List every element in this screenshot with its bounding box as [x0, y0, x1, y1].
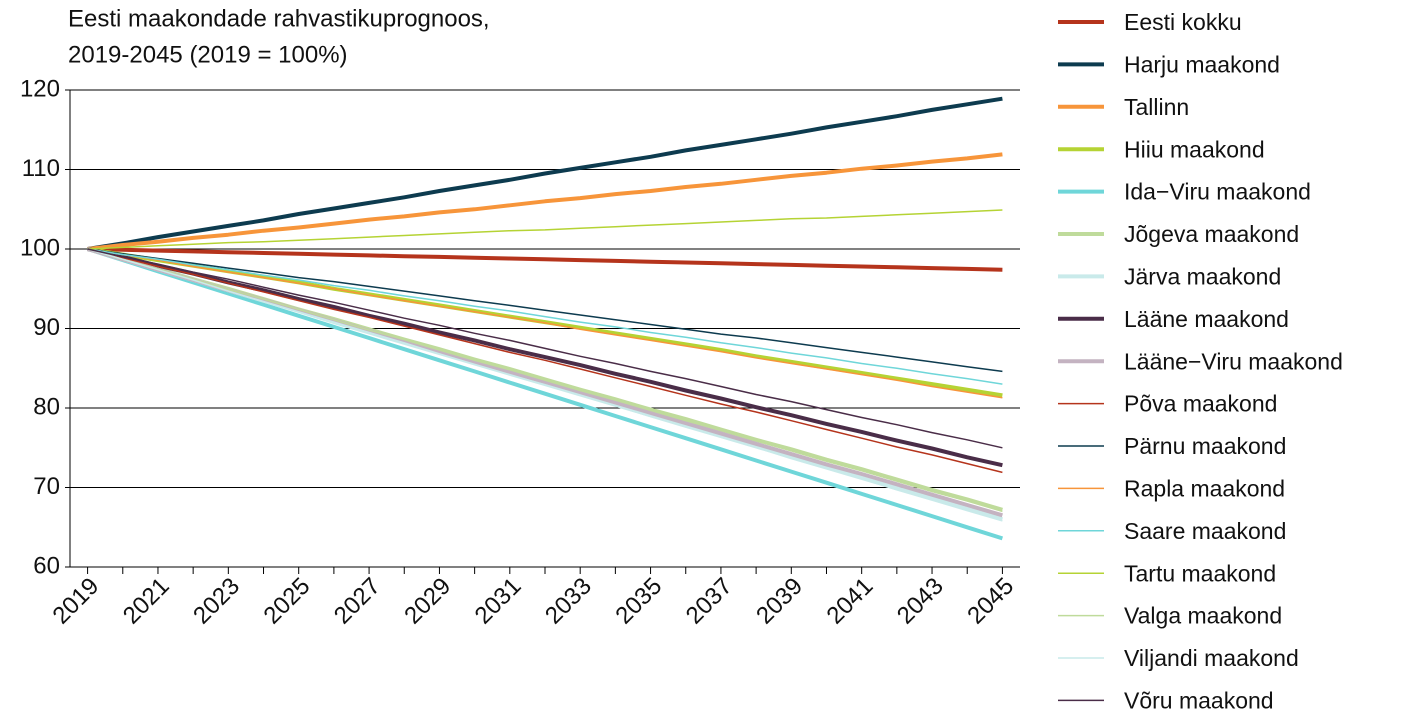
- x-tick-label: 2043: [892, 573, 949, 630]
- y-tick-label: 90: [33, 314, 60, 341]
- x-tick-label: 2025: [259, 573, 316, 630]
- series-line: [87, 248, 1003, 522]
- x-tick-label: 2033: [540, 573, 597, 630]
- legend-label: Viljandi maakond: [1124, 645, 1299, 671]
- y-tick-label: 80: [33, 393, 60, 420]
- series-line: [87, 247, 1003, 398]
- x-tick-label: 2045: [962, 573, 1019, 630]
- y-tick-label: 110: [22, 155, 60, 182]
- series-line: [87, 248, 1003, 373]
- series-line: [87, 209, 1003, 250]
- legend-label: Valga maakond: [1124, 603, 1282, 629]
- legend-label: Lääne maakond: [1124, 306, 1289, 332]
- x-tick-label: 2037: [681, 573, 738, 630]
- series-line: [87, 248, 1003, 474]
- series-line: [86, 247, 1004, 541]
- legend-label: Eesti kokku: [1124, 9, 1242, 35]
- series-line: [87, 96, 1003, 251]
- legend-label: Saare maakond: [1124, 518, 1286, 544]
- legend-label: Rapla maakond: [1124, 475, 1285, 501]
- y-tick-label: 120: [20, 75, 60, 102]
- series-line: [87, 248, 1003, 449]
- legend-label: Jõgeva maakond: [1124, 221, 1299, 247]
- x-tick-label: 2027: [329, 573, 386, 630]
- chart-title: 2019-2045 (2019 = 100%): [68, 41, 348, 68]
- x-tick-label: 2023: [188, 573, 245, 630]
- legend-label: Hiiu maakond: [1124, 136, 1265, 162]
- y-tick-label: 70: [33, 473, 60, 500]
- x-tick-label: 2029: [399, 573, 456, 630]
- legend-label: Harju maakond: [1124, 51, 1280, 77]
- series-line: [87, 247, 1003, 272]
- legend: Eesti kokku Harju maakond Tallinn Hiiu maak…: [1058, 9, 1343, 713]
- legend-label: Ida−Viru maakond: [1124, 179, 1311, 205]
- series-line: [87, 247, 1003, 518]
- legend-label: Lääne−Viru maakond: [1124, 348, 1343, 374]
- series-line: [87, 247, 1003, 468]
- y-tick-label: 60: [33, 552, 60, 579]
- chart-title: Eesti maakondade rahvastikuprognoos,: [68, 5, 490, 32]
- x-tick-label: 2031: [470, 573, 527, 630]
- legend-label: Võru maakond: [1124, 687, 1274, 713]
- legend-label: Põva maakond: [1124, 391, 1277, 417]
- x-tick-label: 2041: [822, 573, 879, 630]
- series-line: [87, 248, 1003, 385]
- legend-label: Järva maakond: [1124, 263, 1281, 289]
- series-line: [87, 152, 1003, 251]
- x-tick-label: 2019: [47, 573, 104, 630]
- legend-label: Pärnu maakond: [1124, 433, 1286, 459]
- legend-label: Tallinn: [1124, 94, 1189, 120]
- x-tick-label: 2035: [610, 573, 667, 630]
- y-tick-label: 100: [20, 234, 60, 261]
- series-line: [87, 248, 1003, 399]
- x-tick-label: 2021: [118, 573, 175, 630]
- series-line: [87, 248, 1003, 513]
- x-tick-label: 2039: [751, 573, 808, 630]
- legend-label: Tartu maakond: [1124, 560, 1276, 586]
